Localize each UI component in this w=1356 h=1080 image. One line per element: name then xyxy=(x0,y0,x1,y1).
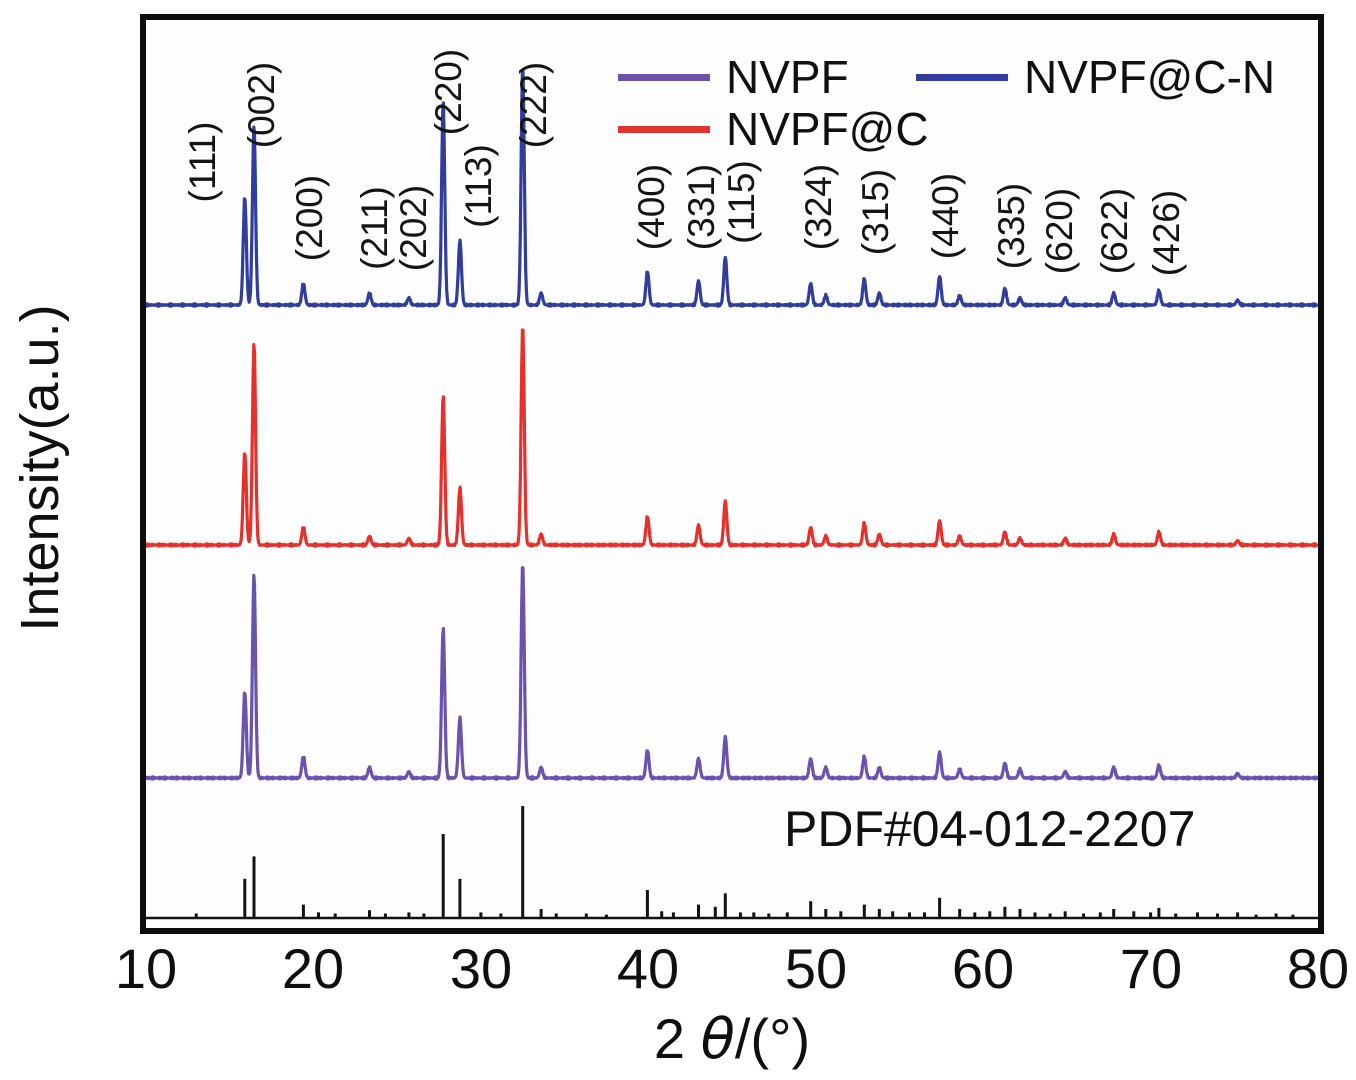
peak-label-426: (426) xyxy=(1146,189,1187,277)
plot-area xyxy=(140,14,1324,934)
x-tick-10: 10 xyxy=(114,937,178,1000)
peak-label-111: (111) xyxy=(182,121,223,203)
peak-label-440: (440) xyxy=(925,172,966,260)
x-tick-40: 40 xyxy=(616,937,680,1000)
x-tick-60: 60 xyxy=(951,937,1015,1000)
legend-label: NVPF@C xyxy=(726,103,929,155)
trace-NVPF xyxy=(146,565,1318,781)
peak-label-202: (202) xyxy=(393,184,434,272)
peak-label-331: (331) xyxy=(681,163,722,251)
y-axis-label: Intensity(a.u.) xyxy=(10,304,70,632)
peak-label-222: (222) xyxy=(513,61,554,149)
theta-symbol: θ xyxy=(700,1007,735,1072)
peak-label-622: (622) xyxy=(1094,187,1135,275)
trace-NVPF@C-N xyxy=(146,69,1318,308)
legend-label: NVPF xyxy=(726,51,849,103)
peak-label-113: (113) xyxy=(458,144,499,228)
peak-label-620: (620) xyxy=(1039,187,1080,275)
legend-item-nvpf-c: NVPF@C xyxy=(618,102,929,156)
legend-line-swatch xyxy=(618,73,710,81)
x-axis-label-post: /(°) xyxy=(734,1007,811,1070)
peak-label-315: (315) xyxy=(855,168,896,256)
xrd-chart xyxy=(146,69,1318,920)
x-tick-80: 80 xyxy=(1286,937,1350,1000)
x-tick-20: 20 xyxy=(281,937,345,1000)
x-axis-label-pre: 2 xyxy=(653,1007,701,1070)
legend-item-nvpf-c-n: NVPF@C-N xyxy=(916,50,1275,104)
peak-label-200: (200) xyxy=(289,174,330,262)
x-tick-50: 50 xyxy=(784,937,848,1000)
legend-label: NVPF@C-N xyxy=(1024,51,1276,103)
x-axis-label: 2 θ/(°) xyxy=(654,1006,810,1072)
trace-NVPF@C xyxy=(146,328,1318,548)
peak-label-115: (115) xyxy=(721,160,762,244)
peak-label-220: (220) xyxy=(428,48,469,136)
x-tick-30: 30 xyxy=(449,937,513,1000)
pdf-card-annotation: PDF#04-012-2207 xyxy=(784,801,1196,857)
peak-label-002: (002) xyxy=(241,61,282,149)
legend-line-swatch xyxy=(916,73,1008,81)
peak-label-335: (335) xyxy=(991,182,1032,270)
peak-label-324: (324) xyxy=(798,163,839,251)
x-tick-70: 70 xyxy=(1119,937,1183,1000)
legend-line-swatch xyxy=(618,125,710,133)
peak-label-211: (211) xyxy=(354,186,395,270)
peak-label-400: (400) xyxy=(631,163,672,251)
legend-item-nvpf: NVPF xyxy=(618,50,849,104)
